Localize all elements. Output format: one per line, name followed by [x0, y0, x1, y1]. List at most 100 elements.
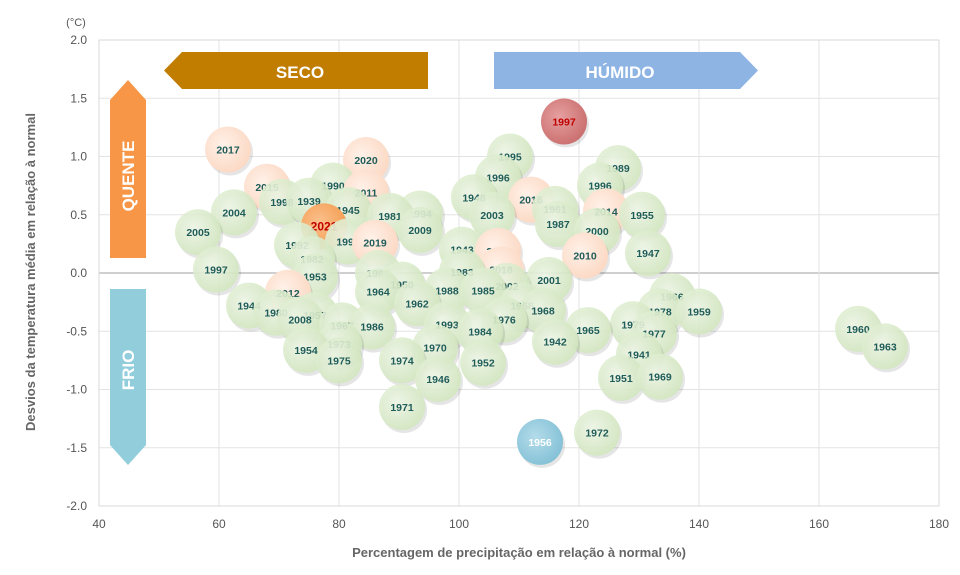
x-tick-label: 60 [212, 517, 226, 531]
point-marker [625, 230, 671, 277]
point-label: 1951 [609, 373, 633, 385]
point-marker [619, 191, 665, 238]
y-axis-title: Desvios da temperatura média em relação … [23, 113, 38, 431]
point-label: 2003 [480, 210, 504, 222]
point-marker [862, 323, 908, 370]
y-tick-label: -0.5 [66, 324, 87, 338]
point-marker [397, 206, 443, 253]
point-label: 2009 [408, 225, 432, 237]
y-tick-label: 2.0 [70, 33, 87, 47]
data-point: 1959 [676, 288, 724, 338]
dry-arrow: SECO [164, 52, 428, 89]
point-marker [535, 201, 581, 248]
point-label: 1962 [405, 298, 429, 310]
y-tick-label: -1.0 [66, 383, 87, 397]
point-marker [343, 136, 389, 183]
point-label: 1939 [297, 196, 321, 208]
point-marker [532, 318, 578, 365]
point-label: 1987 [546, 219, 570, 231]
hot-arrow-label: QUENTE [119, 141, 138, 212]
y-tick-label: -2.0 [66, 499, 87, 513]
data-point: 1955 [619, 191, 667, 241]
point-label: 2010 [573, 251, 597, 263]
point-label: 1960 [846, 324, 870, 336]
point-marker [355, 268, 401, 315]
point-marker [574, 409, 620, 456]
point-label: 1974 [390, 355, 414, 367]
point-label: 1963 [873, 341, 897, 353]
y-tick-label: -1.5 [66, 441, 87, 455]
point-label: 1981 [378, 211, 402, 223]
point-marker [175, 209, 221, 256]
y-tick-label: 1.0 [70, 150, 87, 164]
data-point: 2010 [562, 232, 610, 282]
point-label: 1984 [468, 326, 492, 338]
point-marker [598, 354, 644, 401]
point-marker [379, 337, 425, 384]
data-point: 1972 [574, 409, 622, 459]
data-point: 2005 [175, 209, 223, 259]
point-marker [415, 356, 461, 403]
y-tick-label: 0.0 [70, 266, 87, 280]
data-point: 2009 [397, 206, 445, 256]
point-marker [211, 189, 257, 236]
plot-area-border [98, 39, 940, 507]
data-point: 1971 [379, 383, 427, 433]
cold-arrow-label: FRIO [119, 350, 138, 391]
point-marker [676, 288, 722, 335]
point-marker [193, 246, 239, 293]
data-points: 1997201719952020198919961996201519902011… [175, 98, 910, 468]
data-point: 1942 [532, 318, 580, 368]
data-point: 1946 [415, 356, 463, 406]
point-label: 2005 [186, 227, 210, 239]
x-tick-label: 100 [449, 517, 469, 531]
point-label: 2001 [537, 275, 561, 287]
x-axis-title: Percentagem de precipitação em relação à… [352, 545, 686, 560]
point-marker [205, 126, 251, 173]
point-label: 1955 [630, 210, 654, 222]
data-point: 1969 [637, 353, 685, 403]
point-label: 2020 [354, 155, 378, 167]
point-label: 1975 [327, 355, 351, 367]
data-point: 1956 [517, 418, 565, 468]
point-label: 1965 [576, 325, 600, 337]
point-label: 1997 [204, 265, 228, 277]
x-tick-label: 140 [689, 517, 709, 531]
point-label: 1952 [471, 358, 495, 370]
point-label: 2004 [222, 207, 246, 219]
point-marker [469, 191, 515, 238]
point-label: 1947 [636, 248, 660, 260]
point-marker [316, 337, 362, 384]
hot-arrow: QUENTE [110, 80, 146, 258]
x-tick-label: 120 [569, 517, 589, 531]
point-label: 1968 [531, 305, 555, 317]
point-label: 1956 [528, 437, 552, 449]
data-point: 1975 [316, 337, 364, 387]
point-marker [562, 232, 608, 279]
y-tick-label: 1.5 [70, 91, 87, 105]
y-axis-unit: (°C) [66, 17, 86, 29]
point-label: 1997 [552, 117, 576, 129]
point-marker [541, 98, 587, 145]
x-tick-label: 160 [809, 517, 829, 531]
point-label: 1959 [687, 306, 711, 318]
y-tick-label: 0.5 [70, 208, 87, 222]
point-label: 1988 [435, 285, 459, 297]
point-label: 1970 [423, 343, 447, 355]
data-point: 1963 [862, 323, 910, 373]
data-point: 2017 [205, 126, 253, 176]
cold-arrow: FRIO [110, 289, 146, 465]
dry-arrow-label: SECO [276, 63, 324, 82]
point-label: 1986 [360, 322, 384, 334]
data-point: 1997 [541, 98, 589, 148]
point-marker [379, 383, 425, 430]
point-label: 1942 [543, 337, 567, 349]
point-marker [517, 418, 563, 465]
x-tick-label: 80 [332, 517, 346, 531]
x-tick-label: 40 [92, 517, 106, 531]
data-point: 1951 [598, 354, 646, 404]
point-label: 1972 [585, 428, 609, 440]
point-label: 2019 [363, 238, 387, 250]
